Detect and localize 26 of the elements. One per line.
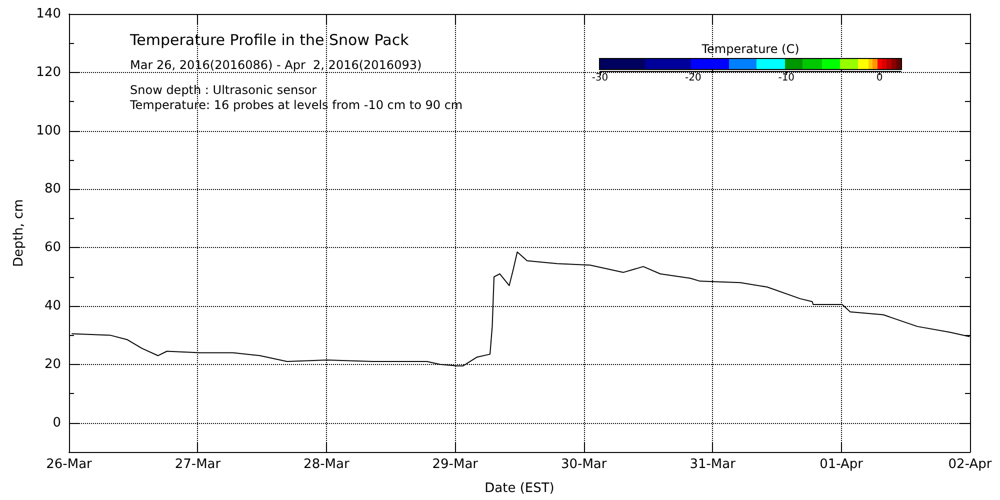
x-tick-label: 31-Mar (690, 457, 736, 472)
x2-tick-label: -30 (592, 72, 608, 84)
y-tick-label: 140 (36, 6, 61, 22)
x-tick-label: 29-Mar (432, 457, 479, 472)
x-tick-label: 02-Apr (948, 457, 992, 472)
y-tick-label: 20 (44, 356, 61, 372)
annotation: Snow depth : Ultrasonic sensor (130, 83, 317, 97)
y-tick-label: 0 (52, 415, 61, 430)
y-tick-label: 80 (44, 182, 61, 197)
x-tick-label: 01-Apr (820, 457, 864, 472)
x-tick-label: 27-Mar (174, 457, 222, 472)
x-tick-label: 30-Mar (560, 457, 608, 472)
x2-axis-title: Temperature (C) (700, 42, 800, 56)
x-axis-title: Date (EST) (484, 481, 554, 496)
y-tick-label: 40 (44, 298, 61, 314)
text: Mar 26, 2016(2016086) - Apr 2, 2016(2016093) (130, 58, 422, 72)
x-tick-label: 28-Mar (304, 457, 350, 472)
text: Temperature Profile in the Snow Pack (129, 31, 410, 49)
annotation: Temperature: 16 probes at levels from -10 cm to 90 cm (129, 98, 463, 112)
x2-tick-label: -10 (778, 72, 795, 84)
y-axis-title: Depth, cm (11, 199, 26, 267)
x-tick-label: 26-Mar (46, 457, 93, 472)
x2-tick-label: -20 (685, 72, 702, 84)
y-tick-label: 120 (36, 64, 61, 80)
y-tick-label: 100 (36, 123, 61, 138)
y-tick-label: 60 (44, 240, 61, 256)
